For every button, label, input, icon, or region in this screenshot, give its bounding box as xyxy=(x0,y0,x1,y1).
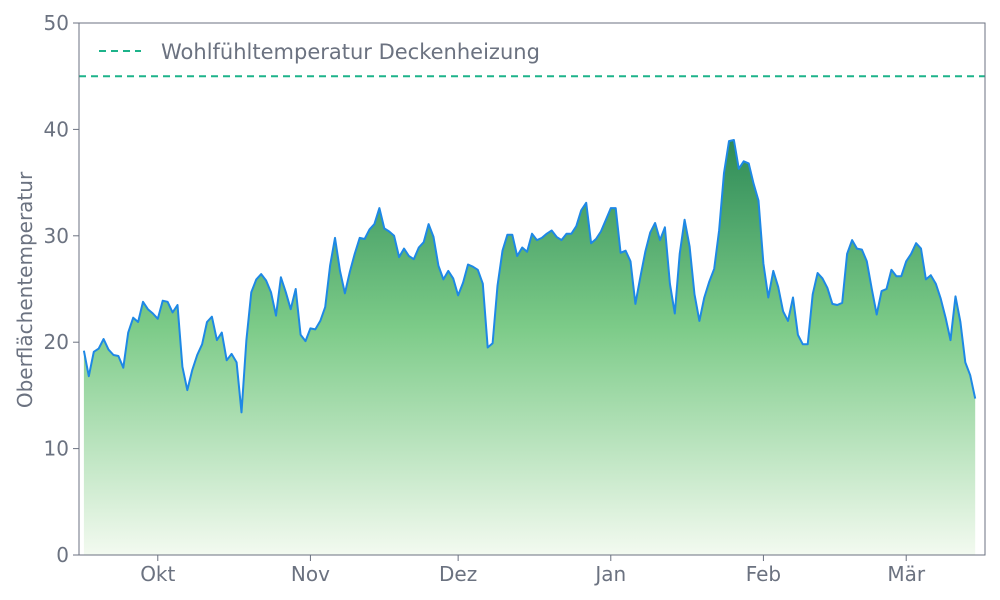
series-line xyxy=(82,139,977,414)
y-tick-label: 50 xyxy=(44,11,69,35)
legend: Wohlfühltemperatur Deckenheizung xyxy=(99,40,540,64)
x-tick-label: Nov xyxy=(291,562,330,586)
x-tick-label: Dez xyxy=(439,562,477,586)
plot-frame xyxy=(78,22,986,556)
y-tick-label: 0 xyxy=(56,543,69,567)
legend-label: Wohlfühltemperatur Deckenheizung xyxy=(161,40,540,64)
y-axis: 0 10 20 30 40 50 xyxy=(44,11,79,567)
y-tick-label: 20 xyxy=(44,330,69,354)
x-tick-label: Okt xyxy=(140,562,175,586)
plot-area xyxy=(79,75,985,555)
x-axis: Okt Nov Dez Jan Feb Mär xyxy=(140,555,926,586)
y-tick-label: 10 xyxy=(44,437,69,461)
area-fill xyxy=(83,140,976,555)
x-tick-label: Feb xyxy=(746,562,781,586)
y-tick-label: 40 xyxy=(44,117,69,141)
x-tick-label: Jan xyxy=(593,562,626,586)
y-tick-label: 30 xyxy=(44,224,69,248)
x-tick-label: Mär xyxy=(887,562,926,586)
y-axis-label: Oberflächentemperatur xyxy=(13,171,37,408)
